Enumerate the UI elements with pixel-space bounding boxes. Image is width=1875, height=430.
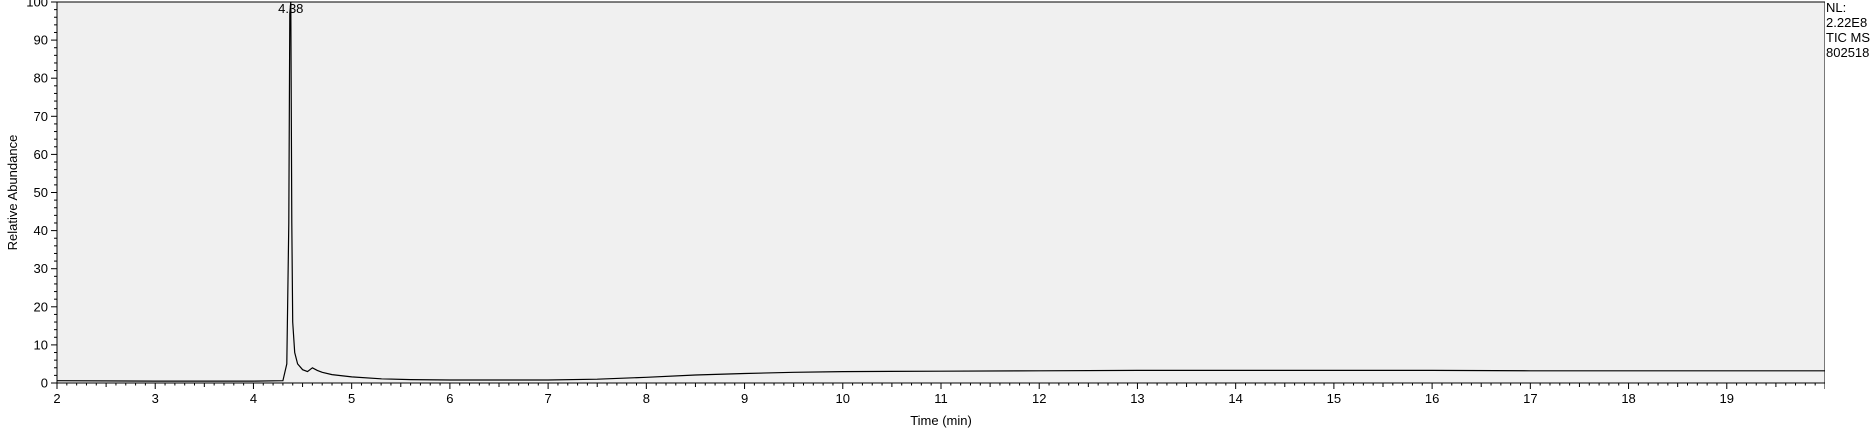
chromatogram-chart: 0 10 20 30 40 50 60 70 80 90 100 2 3 4 5 6 7 8 9 10 11 12 13 1… (5, 0, 1825, 428)
y-tick-label: 100 (26, 0, 48, 10)
trace-info: NL: 2.22E8 TIC MS 802518 (1826, 0, 1870, 60)
x-tick-label: 17 (1523, 391, 1537, 406)
plot-background (56, 1, 1825, 384)
x-axis: 2 3 4 5 6 7 8 9 10 11 12 13 14 15 16 17 18 19 (53, 382, 1825, 406)
x-tick-label: 8 (643, 391, 650, 406)
y-tick-label: 20 (34, 299, 48, 314)
x-tick-label: 19 (1720, 391, 1734, 406)
y-axis: 0 10 20 30 40 50 60 70 80 90 100 (26, 0, 58, 391)
x-tick-label: 9 (741, 391, 748, 406)
y-tick-label: 70 (34, 109, 48, 124)
x-axis-title: Time (min) (910, 413, 972, 428)
x-tick-label: 14 (1228, 391, 1242, 406)
y-tick-label: 10 (34, 337, 48, 352)
x-tick-label: 4 (250, 391, 257, 406)
y-tick-label: 0 (41, 376, 48, 391)
x-tick-label: 13 (1130, 391, 1144, 406)
x-tick-label: 6 (446, 391, 453, 406)
y-tick-label: 90 (34, 33, 48, 48)
x-tick-label: 11 (934, 391, 948, 406)
nl-label: NL: (1826, 0, 1847, 15)
x-tick-label: 16 (1425, 391, 1439, 406)
y-axis-title: Relative Abundance (5, 135, 20, 251)
y-tick-label: 30 (34, 261, 48, 276)
y-tick-label: 60 (34, 147, 48, 162)
sample-id: 802518 (1826, 45, 1870, 60)
x-tick-label: 3 (152, 391, 159, 406)
y-tick-label: 40 (34, 223, 48, 238)
x-tick-label: 18 (1621, 391, 1635, 406)
tic-trace (56, 1, 1825, 382)
x-tick-label: 12 (1032, 391, 1046, 406)
y-tick-label: 50 (34, 185, 48, 200)
x-tick-label: 10 (836, 391, 850, 406)
y-tick-label: 80 (34, 71, 48, 86)
trace-label: TIC MS (1826, 30, 1871, 45)
x-tick-label: 5 (348, 391, 355, 406)
x-tick-label: 2 (53, 391, 60, 406)
x-tick-label: 15 (1327, 391, 1341, 406)
nl-value: 2.22E8 (1826, 15, 1868, 30)
x-tick-label: 7 (544, 391, 551, 406)
peak-label: 4.38 (278, 1, 303, 16)
